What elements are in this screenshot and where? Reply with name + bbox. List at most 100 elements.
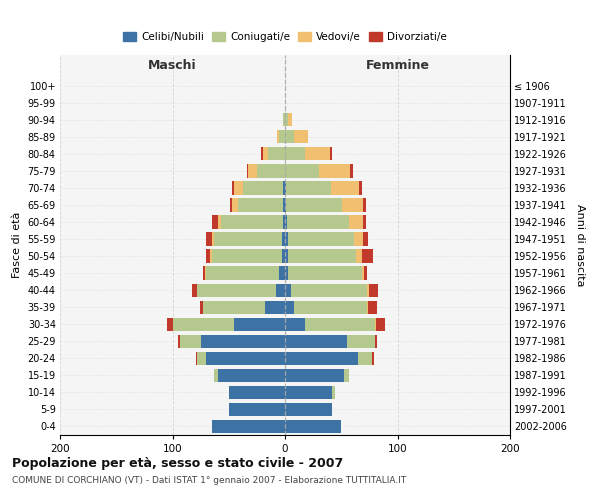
- Bar: [358, 352, 371, 365]
- Bar: [244, 182, 283, 194]
- Bar: [343, 368, 349, 382]
- Bar: [287, 216, 349, 228]
- Bar: [289, 232, 353, 245]
- Bar: [191, 284, 197, 297]
- Bar: [285, 386, 332, 399]
- Bar: [375, 318, 376, 331]
- Bar: [286, 182, 331, 194]
- Bar: [305, 318, 375, 331]
- Bar: [205, 266, 206, 280]
- Bar: [294, 130, 308, 143]
- Bar: [283, 216, 285, 228]
- Bar: [235, 182, 244, 194]
- Bar: [285, 182, 286, 194]
- Bar: [281, 232, 285, 245]
- Bar: [362, 216, 366, 228]
- Bar: [206, 352, 285, 365]
- Bar: [367, 284, 370, 297]
- Bar: [173, 318, 235, 331]
- Text: Popolazione per età, sesso e stato civile - 2007: Popolazione per età, sesso e stato civil…: [12, 458, 343, 470]
- Bar: [370, 284, 379, 297]
- Bar: [276, 284, 285, 297]
- Bar: [285, 368, 343, 382]
- Bar: [367, 300, 368, 314]
- Bar: [285, 318, 305, 331]
- Bar: [232, 182, 235, 194]
- Bar: [343, 198, 362, 211]
- Bar: [347, 334, 375, 348]
- Bar: [285, 130, 294, 143]
- Bar: [265, 300, 285, 314]
- Bar: [199, 300, 203, 314]
- Bar: [285, 113, 289, 126]
- Bar: [359, 182, 361, 194]
- Bar: [218, 216, 221, 228]
- Bar: [257, 164, 285, 177]
- Bar: [247, 164, 248, 177]
- Bar: [283, 182, 285, 194]
- Y-axis label: Fasce di età: Fasce di età: [12, 212, 22, 278]
- Text: COMUNE DI CORCHIANO (VT) - Dati ISTAT 1° gennaio 2007 - Elaborazione TUTTITALIA.: COMUNE DI CORCHIANO (VT) - Dati ISTAT 1°…: [12, 476, 406, 485]
- Bar: [285, 147, 305, 160]
- Bar: [212, 232, 214, 245]
- Bar: [203, 266, 205, 280]
- Bar: [305, 147, 330, 160]
- Bar: [263, 147, 268, 160]
- Bar: [356, 250, 361, 262]
- Bar: [221, 216, 283, 228]
- Bar: [214, 368, 218, 382]
- Y-axis label: Anni di nascita: Anni di nascita: [575, 204, 586, 286]
- Text: Maschi: Maschi: [148, 59, 197, 72]
- Bar: [364, 266, 367, 280]
- Bar: [212, 250, 281, 262]
- Bar: [281, 250, 285, 262]
- Bar: [362, 232, 368, 245]
- Bar: [285, 334, 347, 348]
- Bar: [375, 334, 377, 348]
- Legend: Celibi/Nubili, Coniugati/e, Vedovi/e, Divorziati/e: Celibi/Nubili, Coniugati/e, Vedovi/e, Di…: [119, 28, 451, 46]
- Bar: [319, 164, 350, 177]
- Bar: [200, 334, 285, 348]
- Bar: [214, 232, 281, 245]
- Bar: [218, 368, 285, 382]
- Bar: [285, 266, 289, 280]
- Bar: [280, 266, 285, 280]
- Bar: [285, 216, 287, 228]
- Bar: [285, 164, 319, 177]
- Bar: [368, 300, 377, 314]
- Bar: [290, 284, 367, 297]
- Bar: [349, 216, 362, 228]
- Bar: [268, 147, 285, 160]
- Bar: [350, 164, 353, 177]
- Bar: [283, 198, 285, 211]
- Bar: [285, 250, 289, 262]
- Bar: [285, 232, 289, 245]
- Bar: [289, 250, 356, 262]
- Bar: [283, 113, 285, 126]
- Bar: [181, 334, 200, 348]
- Bar: [285, 420, 341, 433]
- Bar: [230, 198, 232, 211]
- Bar: [361, 250, 373, 262]
- Bar: [262, 147, 263, 160]
- Bar: [285, 403, 332, 416]
- Bar: [331, 182, 359, 194]
- Bar: [248, 164, 257, 177]
- Bar: [362, 198, 366, 211]
- Bar: [361, 266, 364, 280]
- Bar: [232, 198, 238, 211]
- Bar: [196, 352, 197, 365]
- Bar: [206, 250, 209, 262]
- Bar: [285, 352, 358, 365]
- Text: Femmine: Femmine: [365, 59, 430, 72]
- Bar: [332, 386, 335, 399]
- Bar: [178, 334, 181, 348]
- Bar: [353, 232, 362, 245]
- Bar: [206, 266, 280, 280]
- Bar: [285, 198, 286, 211]
- Bar: [197, 352, 206, 365]
- Bar: [289, 113, 292, 126]
- Bar: [294, 300, 367, 314]
- Bar: [203, 300, 265, 314]
- Bar: [209, 250, 212, 262]
